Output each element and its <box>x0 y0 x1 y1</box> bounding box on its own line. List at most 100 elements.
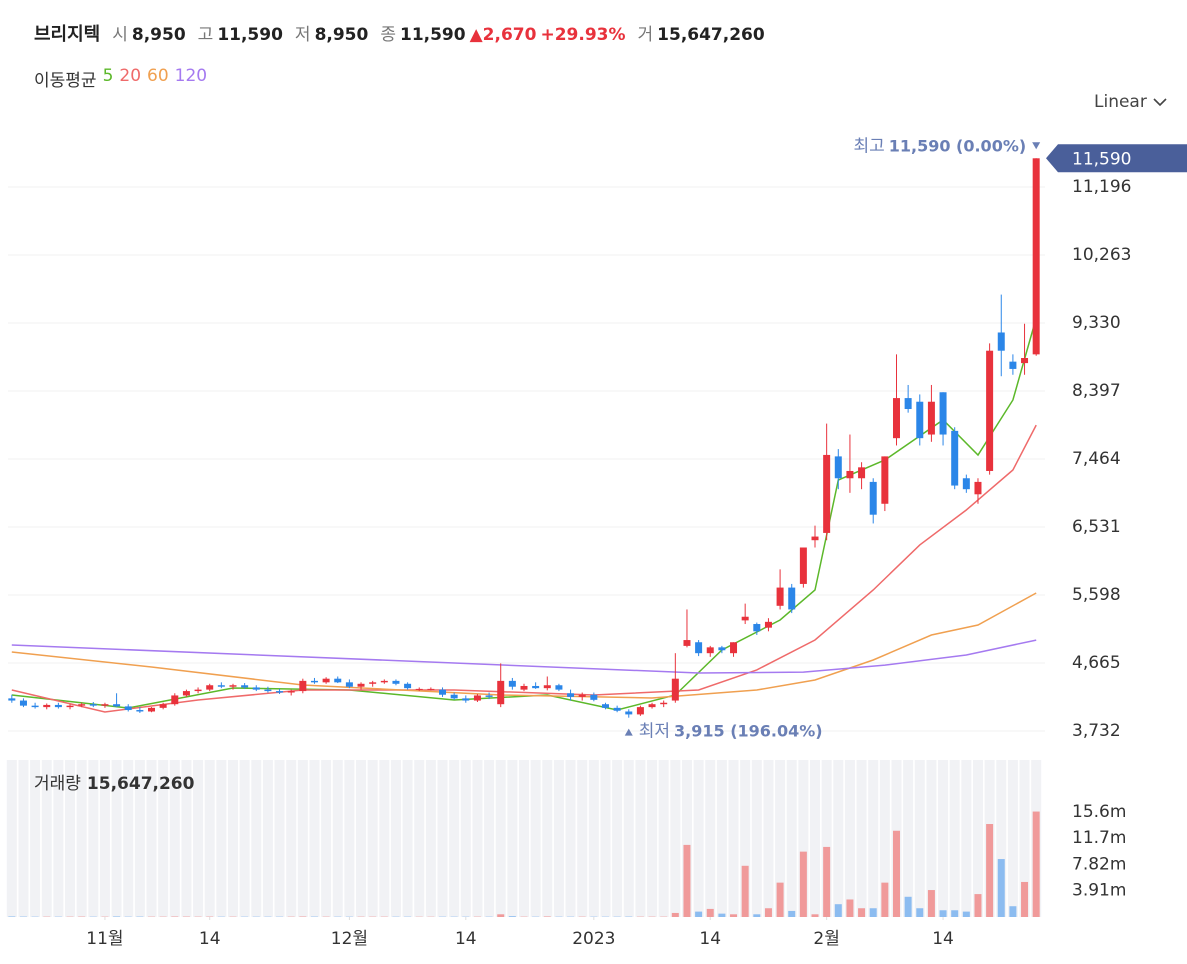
value: 8,950 <box>131 25 186 45</box>
x-tick-label: 14 <box>699 929 721 949</box>
volume-column-bg <box>472 760 483 917</box>
legend-entry: 20 <box>119 66 142 86</box>
volume-column-bg <box>460 760 471 917</box>
candle-body <box>404 683 412 689</box>
chevron <box>1153 98 1167 107</box>
candle-body <box>101 704 109 706</box>
volume-bar <box>962 911 970 917</box>
legend-title: 이동평균 <box>34 71 97 91</box>
candle-body <box>392 680 400 684</box>
value: 15,647,260 <box>657 25 765 45</box>
legend-entry: 60 <box>147 66 169 86</box>
candle-body <box>66 705 74 708</box>
x-tick-label: 12월 <box>331 929 368 949</box>
volume-column-bg <box>996 760 1007 917</box>
candle-body <box>799 547 807 584</box>
volume-bar <box>834 904 842 917</box>
volume-column-bg <box>938 760 949 917</box>
candle-body <box>439 689 447 695</box>
volume-column-bg <box>99 760 110 917</box>
candle-body <box>113 704 121 707</box>
header: 브리지텍 시 8,950 고 11,590 저 8,950 종 11,590 ▲2,67… <box>34 20 765 46</box>
candle-body <box>497 680 505 705</box>
volume-column-bg <box>309 760 320 917</box>
candle-body <box>951 430 959 486</box>
volume-column-bg <box>984 760 995 917</box>
volume-column-bg <box>134 760 145 917</box>
candle-body <box>89 704 97 706</box>
volume-bar <box>892 830 900 917</box>
volume-tick-label: 3.91m <box>1072 881 1126 901</box>
candle-body <box>962 478 970 490</box>
low-text: 3,915 (196.04%) <box>674 721 823 740</box>
volume-bar <box>974 894 982 917</box>
volume-column-bg <box>635 760 646 917</box>
volume-bar <box>799 851 807 917</box>
candle-body <box>148 707 156 712</box>
stock-name: 브리지텍 <box>34 24 101 45</box>
candle-body <box>427 688 435 690</box>
ma-line <box>11 424 1037 713</box>
volume-column-bg <box>41 760 52 917</box>
volume-column-bg <box>914 760 925 917</box>
volume-column-bg <box>856 760 867 917</box>
candle-body <box>206 685 214 690</box>
volume-column-bg <box>251 760 262 917</box>
candle-body <box>927 401 935 435</box>
volume-column-bg <box>146 760 157 917</box>
candle-body <box>695 642 703 654</box>
volume-column-bg <box>379 760 390 917</box>
candle-body <box>636 707 644 715</box>
candle-body <box>229 685 237 687</box>
volume-bar <box>706 908 714 917</box>
low-label: 최저 <box>639 722 670 742</box>
candle-body <box>892 398 900 439</box>
candle-body <box>8 698 16 701</box>
x-tick-label: 14 <box>455 929 477 949</box>
volume-bar <box>741 865 749 917</box>
candle-body <box>31 705 39 708</box>
price-tag <box>1046 144 1187 173</box>
scale-dropdown[interactable]: Linear <box>1094 92 1168 112</box>
volume-column-bg <box>169 760 180 917</box>
volume-bar <box>776 882 784 917</box>
volume-column-bg <box>623 760 634 917</box>
volume-column-bg <box>693 760 704 917</box>
volume-column-bg <box>763 760 774 917</box>
volume-column-bg <box>903 760 914 917</box>
volume-bar <box>683 844 691 917</box>
y-tick-label: 9,330 <box>1072 313 1121 333</box>
volume-bar <box>113 916 121 917</box>
price-tag-label: 11,590 <box>1072 149 1131 169</box>
volume-column-bg <box>76 760 87 917</box>
volume-column-bg <box>507 760 518 917</box>
candle-body <box>578 694 586 697</box>
x-tick-label: 11월 <box>86 929 123 949</box>
volume-column-bg <box>332 760 343 917</box>
change-pct: +29.93% <box>540 25 626 45</box>
volume-tick-label: 15.6m <box>1072 802 1126 822</box>
volume-column-bg <box>879 760 890 917</box>
volume-bar <box>904 896 912 917</box>
volume-column-bg <box>949 760 960 917</box>
volume-bar <box>695 911 703 917</box>
candle-body <box>252 687 260 690</box>
candle-body <box>997 332 1005 351</box>
change: ▲2,670 <box>469 25 537 45</box>
candle-body <box>124 706 132 711</box>
candle-body <box>788 587 796 610</box>
candle-body <box>986 350 994 471</box>
candle-body <box>846 470 854 479</box>
volume-column-bg <box>65 760 76 917</box>
volume-column-bg <box>612 760 623 917</box>
candle-body <box>625 711 633 715</box>
volume-column-bg <box>972 760 983 917</box>
candle-body <box>869 481 877 515</box>
volume-column-bg <box>344 760 355 917</box>
volume-column-bg <box>181 760 192 917</box>
candle-body <box>217 685 225 687</box>
candle-body <box>613 707 621 711</box>
candle-body <box>508 680 516 687</box>
volume-bar <box>718 913 726 917</box>
volume-column-bg <box>716 760 727 917</box>
